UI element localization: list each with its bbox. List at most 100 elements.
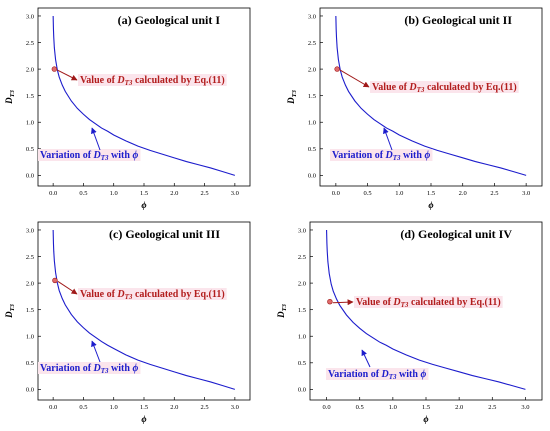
x-tick-label: 3.0: [521, 404, 529, 411]
value-annotation-post: calculated by Eq.(11): [408, 297, 500, 308]
variation-annotation-bg: [38, 362, 141, 374]
y-tick-label: 2.5: [26, 40, 34, 47]
variation-annotation-mid: with: [109, 363, 133, 374]
y-tick-label: 0.5: [26, 360, 34, 367]
variation-annotation-symbol: D: [381, 369, 389, 380]
x-tick-label: 0.5: [356, 404, 364, 411]
value-annotation-post: calculated by Eq.(11): [132, 289, 224, 300]
y-axis-label: DT3: [286, 89, 298, 104]
chart-panel-4: 0.0 0.5 1.0 1.5 2.0 2.5 3.0 0.0 0.5 1.0 1.5 2.0 2.5 3…: [276, 221, 543, 424]
value-annotation-bg: [78, 74, 227, 86]
y-tick-label: 2.0: [26, 280, 34, 287]
value-annotation-symbol: D: [116, 75, 124, 86]
variation-annotation-symbol: D: [93, 150, 101, 161]
y-axis-label: DT3: [4, 89, 16, 104]
variation-arrow: [91, 127, 101, 151]
y-tick-label: 2.5: [26, 254, 34, 261]
y-tick-label: 0.0: [26, 387, 34, 394]
value-annotation-subscript: T3: [125, 293, 133, 301]
variation-annotation-bg: [326, 368, 429, 380]
y-tick-label: 1.5: [26, 93, 34, 100]
value-annotation-symbol: D: [408, 82, 416, 93]
y-tick-label: 3.0: [298, 227, 306, 234]
y-tick-label: 2.5: [298, 254, 306, 261]
y-axis-label-symbol: D: [286, 97, 296, 105]
x-tick-label: 2.0: [170, 190, 178, 197]
variation-annotation-bg: [38, 149, 141, 161]
variation-annotation: Variation of DT3 with ϕ: [328, 369, 426, 381]
value-arrow: [332, 299, 354, 306]
x-tick-label: 3.0: [522, 190, 530, 197]
x-tick-label: 1.0: [110, 404, 118, 411]
y-tick-label: 0.0: [308, 173, 316, 180]
x-tick-label: 1.0: [395, 190, 403, 197]
y-tick-label: 1.5: [298, 307, 306, 314]
y-tick-label: 2.5: [308, 40, 316, 47]
y-tick-label: 2.0: [308, 66, 316, 73]
y-axis-label-symbol: D: [276, 311, 286, 319]
chart-panel-2: 0.0 0.5 1.0 1.5 2.0 2.5 3.0 0.0 0.5 1.0 1.5 2.0 2.5 3…: [286, 7, 543, 210]
value-annotation-post: calculated by Eq.(11): [132, 75, 224, 86]
y-tick-label: 3.0: [26, 227, 34, 234]
variation-arrow: [383, 127, 393, 151]
y-tick-label: 1.0: [308, 120, 316, 127]
y-tick-label: 2.0: [298, 280, 306, 287]
calculated-point: [51, 66, 58, 72]
chart-title: (b) Geological unit II: [404, 13, 512, 27]
value-arrow: [57, 281, 78, 295]
y-axis-label: DT3: [276, 303, 288, 318]
y-axis-label-subscript: T3: [9, 303, 16, 311]
x-tick-label: 0.5: [79, 404, 87, 411]
value-annotation-subscript: T3: [401, 301, 409, 309]
x-tick-label: 0.5: [79, 190, 87, 197]
variation-annotation-subscript: T3: [101, 367, 109, 375]
value-annotation-pre: Value of: [80, 75, 117, 86]
y-tick-label: 0.5: [308, 146, 316, 153]
y-tick-label: 0.5: [26, 146, 34, 153]
value-annotation-pre: Value of: [356, 297, 393, 308]
x-axis-label: ϕ: [423, 414, 428, 424]
x-tick-label: 0.0: [323, 404, 331, 411]
calculated-point: [327, 299, 333, 305]
variation-annotation: Variation of DT3 with ϕ: [40, 150, 138, 162]
x-tick-label: 2.0: [170, 404, 178, 411]
y-axis-label-symbol: D: [4, 97, 14, 105]
variation-annotation-subscript: T3: [101, 154, 109, 162]
series-line: [335, 15, 527, 176]
variation-annotation-phi: ϕ: [420, 369, 426, 380]
y-tick-label: 1.0: [26, 334, 34, 341]
x-tick-label: 0.0: [49, 190, 57, 197]
value-annotation: Value of DT3 calculated by Eq.(11): [372, 82, 517, 94]
x-tick-label: 2.5: [488, 404, 496, 411]
x-tick-label: 2.5: [201, 190, 209, 197]
value-annotation: Value of DT3 calculated by Eq.(11): [356, 297, 501, 309]
chart-panel-3: 0.0 0.5 1.0 1.5 2.0 2.5 3.0 0.0 0.5 1.0 1.5 2.0 2.5 3…: [4, 221, 251, 424]
x-axis-label: ϕ: [428, 200, 433, 210]
value-annotation-subscript: T3: [417, 86, 425, 94]
x-tick-label: 1.0: [110, 190, 118, 197]
x-tick-label: 1.5: [427, 190, 435, 197]
variation-annotation-bg: [330, 149, 433, 161]
y-axis-label-subscript: T3: [291, 89, 298, 97]
x-tick-label: 0.0: [49, 404, 57, 411]
value-annotation-bg: [370, 81, 519, 93]
variation-annotation: Variation of DT3 with ϕ: [332, 150, 430, 162]
x-tick-label: 1.0: [389, 404, 397, 411]
y-axis-label-symbol: D: [4, 311, 14, 319]
x-axis-label: ϕ: [141, 200, 146, 210]
y-tick-label: 3.0: [308, 13, 316, 20]
chart-title: (a) Geological unit I: [118, 13, 221, 27]
variation-annotation-mid: with: [397, 369, 421, 380]
x-tick-label: 3.0: [231, 404, 239, 411]
value-annotation: Value of DT3 calculated by Eq.(11): [80, 75, 225, 87]
x-axis-label: ϕ: [141, 414, 146, 424]
variation-arrow: [361, 349, 371, 368]
y-tick-label: 1.5: [308, 93, 316, 100]
x-tick-label: 2.5: [201, 404, 209, 411]
y-tick-label: 1.0: [26, 120, 34, 127]
calculated-point: [52, 277, 58, 284]
variation-annotation-symbol: D: [93, 363, 101, 374]
x-tick-label: 1.5: [422, 404, 430, 411]
series-line: [52, 229, 236, 390]
